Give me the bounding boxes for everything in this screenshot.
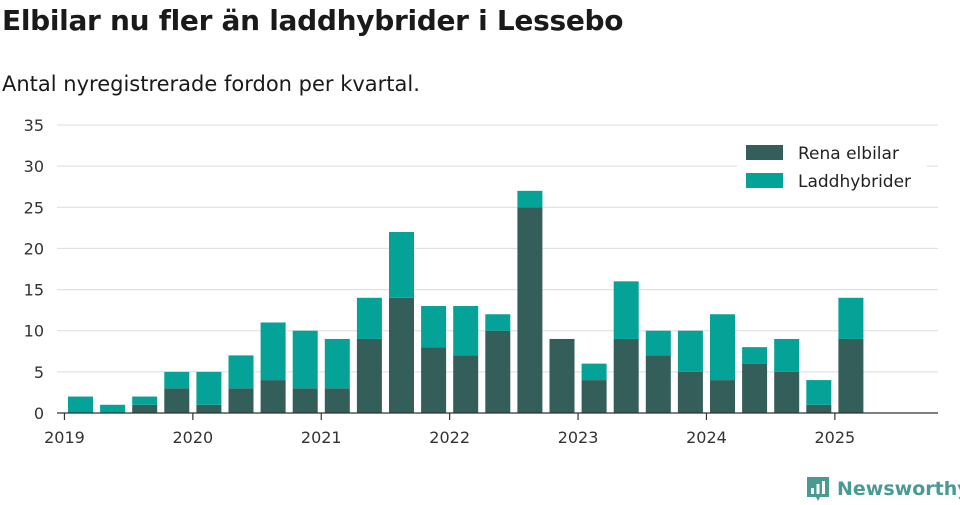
bar-rena-elbilar	[132, 404, 158, 413]
legend: Rena elbilar Laddhybrider	[737, 138, 927, 198]
chart-subtitle: Antal nyregistrerade fordon per kvartal.	[2, 72, 420, 96]
bar-laddhybrider	[677, 330, 703, 372]
bar-laddhybrider	[292, 330, 318, 389]
bars	[68, 190, 864, 413]
legend-swatch	[746, 145, 783, 160]
bar-rena-elbilar	[196, 404, 222, 413]
bar-rena-elbilar	[485, 330, 511, 413]
bar-rena-elbilar	[742, 363, 768, 413]
bar-laddhybrider	[517, 190, 543, 208]
x-tick-label: 2023	[558, 428, 599, 447]
bar-rena-elbilar	[517, 207, 543, 413]
bar-laddhybrider	[613, 281, 639, 339]
y-tick-label: 15	[24, 281, 44, 300]
bar-rena-elbilar	[645, 355, 671, 413]
bar-laddhybrider	[774, 338, 800, 372]
brand-logo: Newsworthy	[805, 475, 960, 503]
x-tick-label: 2021	[301, 428, 342, 447]
x-axis: 2019 2020 2021 2022 2023 2024 2025	[44, 412, 938, 447]
bar-laddhybrider	[421, 306, 447, 348]
bar-laddhybrider	[164, 371, 190, 389]
brand-name: Newsworthy	[837, 478, 960, 500]
y-tick-label: 0	[34, 404, 44, 423]
bar-laddhybrider	[260, 322, 286, 381]
x-tick-label: 2020	[172, 428, 213, 447]
bar-laddhybrider	[356, 297, 382, 339]
bar-rena-elbilar	[453, 355, 479, 413]
legend-label: Laddhybrider	[798, 172, 911, 192]
y-tick-label: 5	[34, 363, 44, 382]
bar-laddhybrider	[389, 231, 414, 298]
bar-laddhybrider	[838, 297, 864, 339]
bar-rena-elbilar	[677, 371, 703, 413]
bar-laddhybrider	[132, 396, 158, 405]
bar-rena-elbilar	[613, 338, 639, 413]
bar-rena-elbilar	[260, 380, 286, 413]
x-tick-label: 2022	[429, 428, 470, 447]
y-tick-label: 30	[24, 157, 44, 176]
bar-rena-elbilar	[164, 388, 190, 413]
bar-laddhybrider	[453, 306, 479, 356]
bar-rena-elbilar	[228, 388, 254, 413]
legend-swatch	[746, 173, 783, 188]
bar-rena-elbilar	[292, 388, 318, 413]
bar-rena-elbilar	[838, 338, 864, 413]
y-tick-label: 10	[24, 322, 44, 341]
bar-rena-elbilar	[549, 338, 575, 413]
bar-laddhybrider	[68, 396, 93, 413]
bar-rena-elbilar	[581, 380, 607, 413]
y-tick-label: 25	[24, 198, 44, 217]
bar-rena-elbilar	[774, 371, 800, 413]
chart-title: Elbilar nu fler än laddhybrider i Lesseb…	[2, 4, 624, 37]
x-tick-label: 2019	[44, 428, 85, 447]
x-tick-label: 2024	[686, 428, 727, 447]
bar-rena-elbilar	[710, 380, 735, 413]
newsworthy-logo-icon	[807, 477, 829, 501]
bar-laddhybrider	[324, 338, 350, 389]
bar-laddhybrider	[645, 330, 671, 356]
bar-laddhybrider	[581, 363, 607, 381]
bar-rena-elbilar	[806, 404, 832, 413]
bar-laddhybrider	[806, 380, 832, 405]
bar-rena-elbilar	[421, 347, 447, 413]
bar-laddhybrider	[710, 314, 735, 381]
bar-laddhybrider	[485, 314, 511, 331]
bar-rena-elbilar	[356, 338, 382, 413]
y-axis-ticks: 0 5 10 15 20 25 30 35	[24, 116, 44, 423]
bar-laddhybrider	[100, 404, 126, 413]
x-tick-label: 2025	[814, 428, 855, 447]
y-tick-label: 35	[24, 116, 44, 135]
bar-laddhybrider	[196, 371, 222, 405]
bar-rena-elbilar	[324, 388, 350, 413]
bar-laddhybrider	[228, 355, 254, 389]
legend-label: Rena elbilar	[798, 144, 899, 164]
bar-rena-elbilar	[389, 297, 414, 413]
bar-laddhybrider	[742, 347, 768, 364]
y-tick-label: 20	[24, 239, 44, 258]
